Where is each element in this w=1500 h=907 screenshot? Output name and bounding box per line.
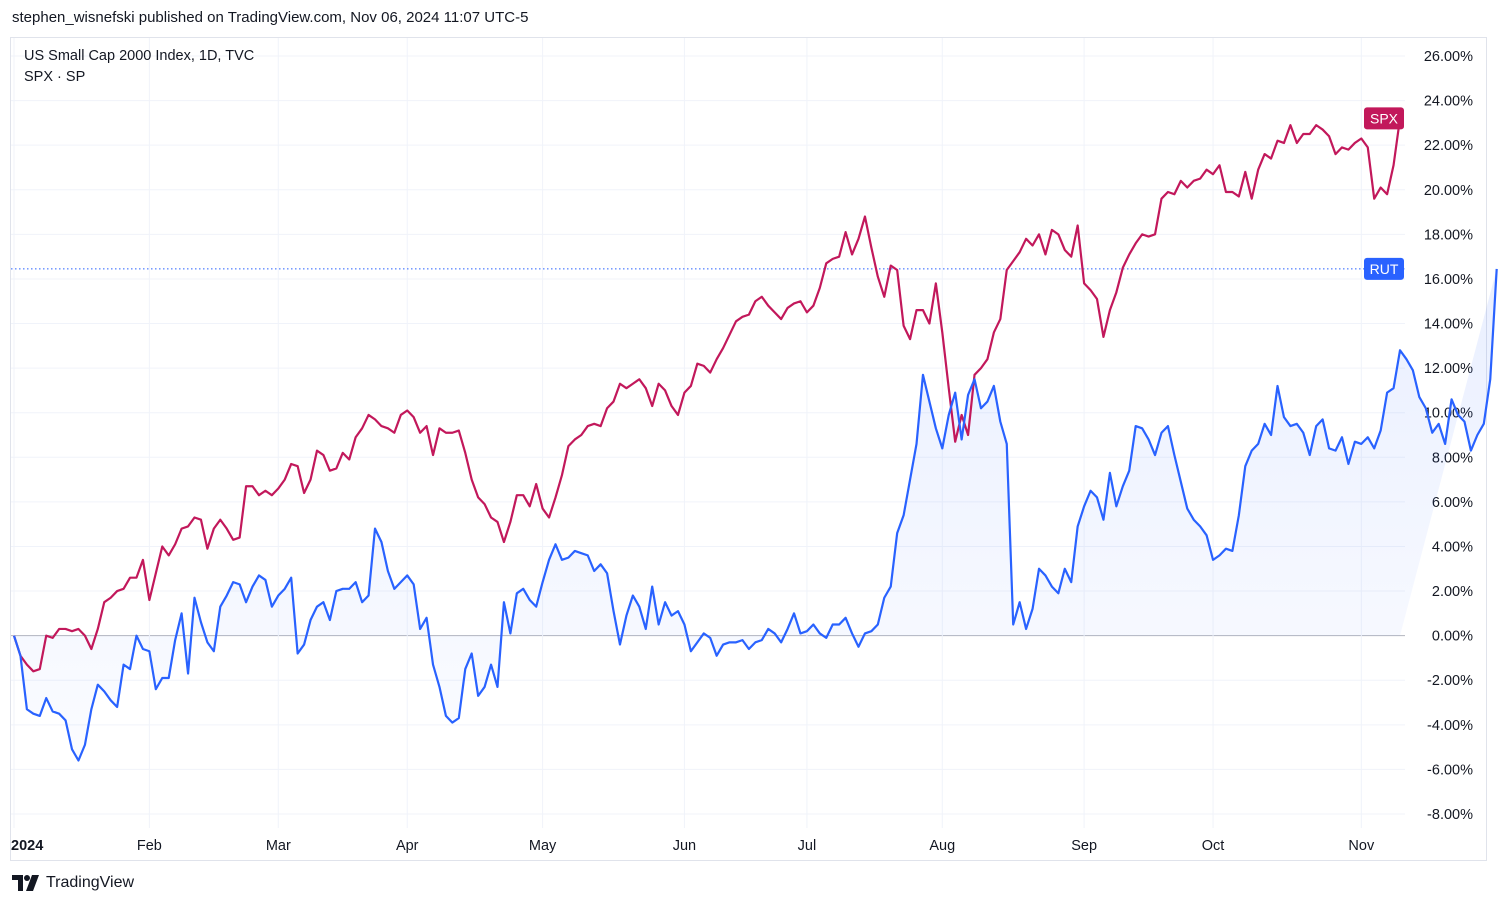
series-group <box>11 118 1498 762</box>
y-tick-label: 22.00% <box>1424 138 1473 154</box>
x-tick-label: Sep <box>1071 838 1097 854</box>
rut-badge-label: RUT <box>1370 261 1399 277</box>
y-tick-label: -8.00% <box>1427 807 1473 823</box>
y-tick-label: 14.00% <box>1424 317 1473 333</box>
rut-area <box>14 268 1497 761</box>
y-tick-label: 16.00% <box>1424 272 1473 288</box>
x-tick-label: Aug <box>929 838 955 854</box>
y-tick-label: 2.00% <box>1432 584 1473 600</box>
tradingview-footer[interactable]: TradingView <box>12 874 134 892</box>
series-badges: SPX RUT <box>1364 107 1404 280</box>
y-tick-label: 24.00% <box>1424 94 1473 110</box>
x-tick-label: Apr <box>396 838 419 854</box>
y-tick-label: 4.00% <box>1432 539 1473 555</box>
rut-badge <box>1364 257 1404 280</box>
x-tick-label: Jul <box>798 838 817 854</box>
x-tick-label: Mar <box>266 838 291 854</box>
tradingview-logo-icon <box>12 875 39 891</box>
x-tick-label: Oct <box>1202 838 1225 854</box>
x-tick-label: May <box>529 838 557 854</box>
x-tick-label: Jun <box>673 838 696 854</box>
legend-main-symbol[interactable]: US Small Cap 2000 Index, 1D, TVC <box>24 48 255 64</box>
x-axis: 2024 Feb Mar Apr May Jun Jul Aug Sep Oct Nov <box>11 838 1375 854</box>
y-tick-label: -6.00% <box>1427 762 1473 778</box>
y-tick-label: 20.00% <box>1424 183 1473 199</box>
chart-frame <box>10 37 1487 861</box>
x-tick-label: 2024 <box>11 838 43 854</box>
y-tick-label: -2.00% <box>1427 673 1473 689</box>
y-tick-label: 6.00% <box>1432 495 1473 511</box>
y-tick-label: 18.00% <box>1424 227 1473 243</box>
y-tick-label: 12.00% <box>1424 361 1473 377</box>
rut-line[interactable] <box>12 268 1498 762</box>
y-tick-label: -4.00% <box>1427 718 1473 734</box>
chart-legend[interactable]: US Small Cap 2000 Index, 1D, TVC SPX · S… <box>24 46 254 88</box>
x-tick-label: Feb <box>137 838 162 854</box>
grid-lines <box>11 38 1405 828</box>
y-tick-label: 26.00% <box>1424 49 1473 65</box>
legend-compare-symbol[interactable]: SPX · SP <box>24 69 86 85</box>
x-tick-label: Nov <box>1348 838 1375 854</box>
spx-line[interactable] <box>12 118 1402 673</box>
published-header: stephen_wisnefski published on TradingVi… <box>12 9 529 26</box>
y-tick-label: 0.00% <box>1432 629 1473 645</box>
tradingview-brand: TradingView <box>46 874 135 891</box>
spx-badge <box>1364 107 1404 130</box>
spx-badge-label: SPX <box>1370 110 1399 126</box>
